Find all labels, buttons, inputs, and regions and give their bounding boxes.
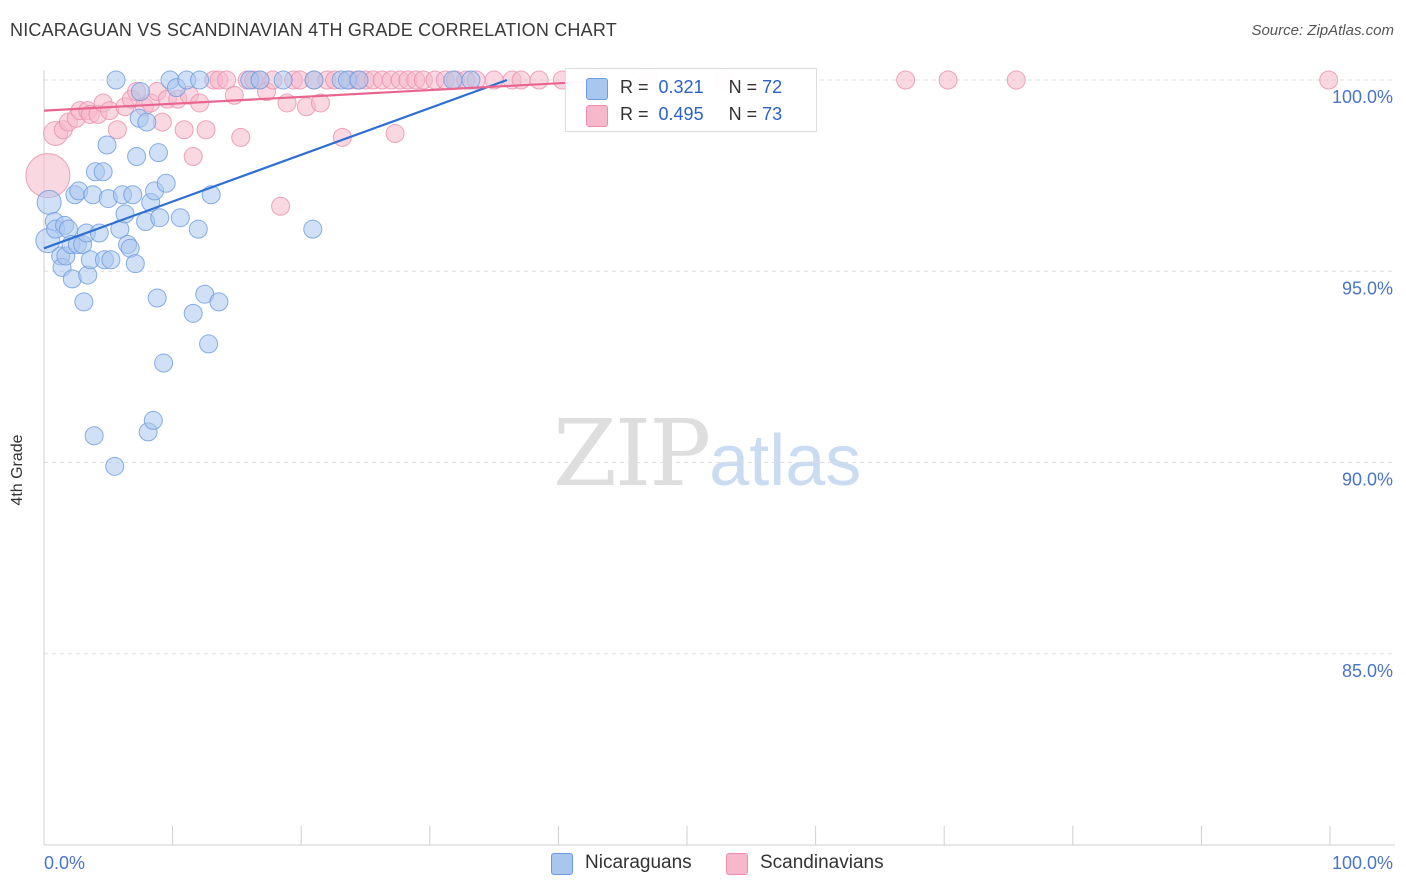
watermark-atlas: atlas <box>709 421 862 501</box>
scandinavian-point <box>1006 70 1026 90</box>
scandinavian-trend-line <box>43 80 585 112</box>
nicaraguan-point <box>461 70 481 90</box>
nicaraguan-point <box>183 303 203 323</box>
nicaraguan-point <box>74 292 94 312</box>
nicaraguan-point <box>101 250 121 270</box>
scandinavian-point <box>896 70 916 90</box>
legend-text: R = 0.495 N = 73 <box>620 104 782 125</box>
nicaraguan-point <box>443 70 463 90</box>
scandinavian-point <box>107 120 127 140</box>
nicaraguan-point <box>349 70 369 90</box>
nicaraguan-point <box>143 410 163 430</box>
nicaraguan-point <box>84 426 104 446</box>
scandinavian-point <box>529 70 549 90</box>
scandinavian-point <box>385 124 405 144</box>
nicaraguan-trend-line <box>43 78 508 250</box>
nicaraguan-point <box>93 162 113 182</box>
nicaraguan-point <box>304 70 324 90</box>
y-tick-label: 100.0% <box>1332 87 1393 107</box>
nicaraguan-point <box>97 135 117 155</box>
nicaraguan-point <box>170 208 190 228</box>
nicaraguan-point <box>147 288 167 308</box>
y-tick-label: 95.0% <box>1342 278 1393 298</box>
nicaraguan-point <box>130 81 150 101</box>
source-label: Source: ZipAtlas.com <box>1251 22 1394 39</box>
scandinavian-point <box>183 147 203 166</box>
legend-n-label: N = <box>728 77 758 97</box>
y-axis-label: 4th Grade <box>9 434 26 506</box>
nicaraguan-point <box>106 70 126 90</box>
watermark-zip: ZIP <box>553 400 711 507</box>
x-tick-label: 100.0% <box>1332 853 1393 873</box>
legend-swatch-pink <box>586 105 608 127</box>
scandinavian-point <box>938 70 958 90</box>
nicaraguan-point <box>273 70 293 90</box>
nicaraguan-point <box>137 112 157 132</box>
correlation-legend: R = 0.321 N = 72 R = 0.495 N = 73 <box>565 68 817 132</box>
bottom-legend-label: Scandinavians <box>760 852 884 873</box>
bottom-legend-swatch-pink <box>726 853 748 875</box>
nicaraguan-point <box>127 147 147 166</box>
legend-text: R = 0.321 N = 72 <box>620 77 782 98</box>
nicaraguan-point <box>199 334 219 354</box>
legend-r-value: 0.321 <box>658 77 704 97</box>
scandinavian-point <box>196 120 216 140</box>
x-tick-label: 0.0% <box>44 853 85 873</box>
nicaraguan-point <box>150 208 170 228</box>
nicaraguan-point <box>148 143 168 163</box>
nicaraguan-point <box>36 189 62 215</box>
y-tick-label: 90.0% <box>1342 470 1393 490</box>
legend-r-label: R = <box>620 104 649 124</box>
scandinavian-point <box>271 196 291 216</box>
legend-swatch-blue <box>586 78 608 100</box>
bottom-legend-label: Nicaraguans <box>585 852 692 873</box>
legend-n-value: 73 <box>762 104 783 124</box>
scandinavian-point <box>217 70 237 90</box>
nicaraguan-point <box>125 254 145 274</box>
y-tick-label: 85.0% <box>1342 661 1393 681</box>
nicaraguan-point <box>190 70 210 90</box>
watermark: ZIPatlas <box>553 400 861 507</box>
scandinavian-point <box>310 93 330 113</box>
nicaraguan-point <box>105 456 125 476</box>
scandinavian-point <box>1319 70 1339 90</box>
legend-r-label: R = <box>620 77 649 97</box>
nicaraguan-point <box>156 173 176 193</box>
nicaraguan-point <box>188 219 208 239</box>
bottom-legend-swatch-blue <box>551 853 573 875</box>
nicaraguan-point <box>303 219 323 239</box>
nicaraguan-point <box>89 223 109 243</box>
scandinavian-point <box>231 127 251 147</box>
legend-n-value: 72 <box>762 77 783 97</box>
nicaraguan-point <box>209 292 229 312</box>
legend-r-value: 0.495 <box>658 104 704 124</box>
chart-title: NICARAGUAN VS SCANDINAVIAN 4TH GRADE COR… <box>10 20 617 40</box>
legend-n-label: N = <box>728 104 758 124</box>
nicaraguan-point <box>123 185 143 205</box>
nicaraguan-point <box>250 70 270 90</box>
nicaraguan-point <box>154 353 174 373</box>
scandinavian-point <box>174 120 194 140</box>
